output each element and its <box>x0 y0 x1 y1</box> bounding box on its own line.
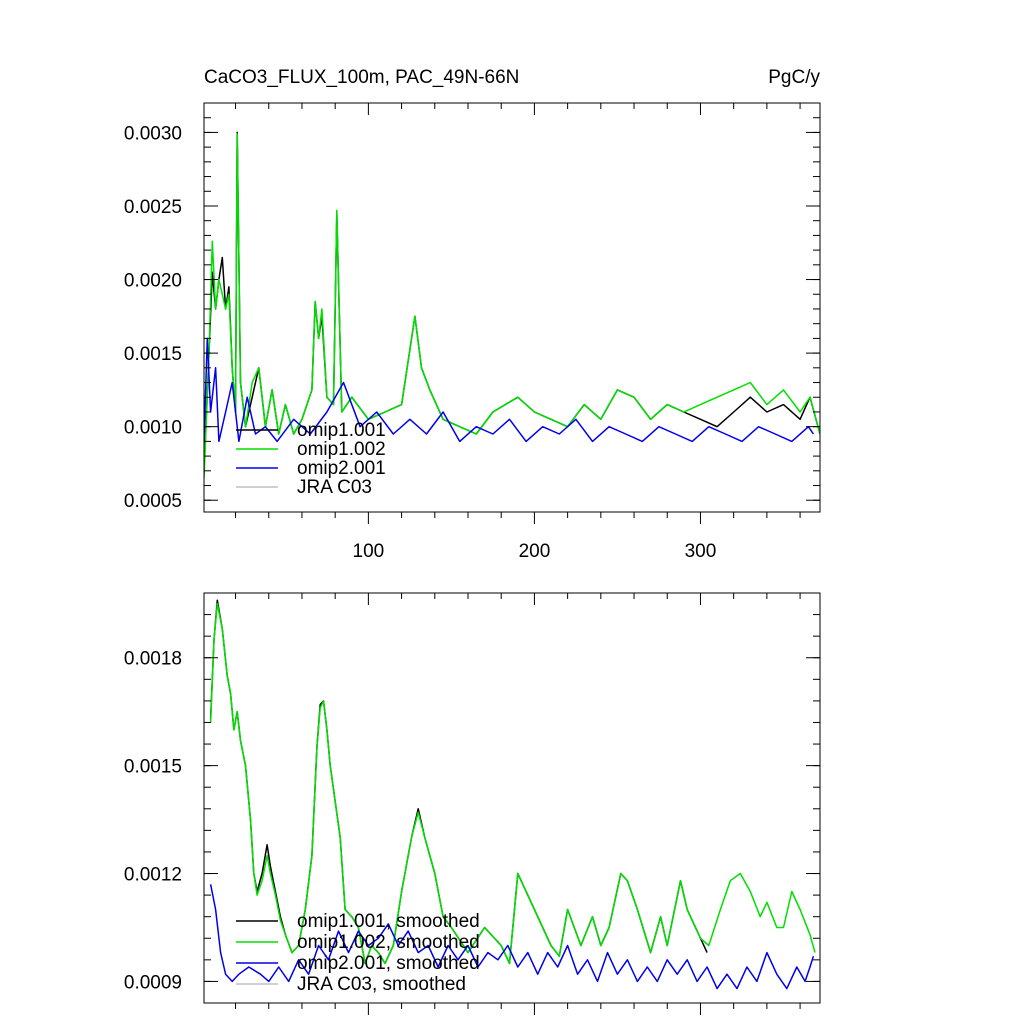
legend-label: omip1.001, smoothed <box>297 911 480 932</box>
legend-label: omip2.001, smoothed <box>297 953 480 974</box>
series-line-1 <box>209 603 816 965</box>
y-tick-label: 0.0005 <box>124 491 182 512</box>
y-tick-label: 0.0025 <box>124 197 182 218</box>
y-tick-label: 0.0015 <box>124 757 182 778</box>
y-tick-label: 0.0010 <box>124 418 182 439</box>
y-tick-label: 0.0009 <box>124 972 182 993</box>
units-label: PgC/y <box>768 67 820 88</box>
legend-label: omip1.002, smoothed <box>297 932 480 953</box>
series-line-2 <box>209 884 815 990</box>
plot-frame <box>203 102 821 513</box>
legend-label: omip2.001 <box>297 458 386 479</box>
legend-label: omip1.001 <box>297 420 386 441</box>
series-line-2 <box>204 337 815 443</box>
series-line-0 <box>209 599 708 965</box>
bottom-panel: 0.0009 0.0012 0.0015 0.0018 omip1.001, smoot… <box>124 592 821 1015</box>
legend-label: omip1.002 <box>297 439 386 460</box>
y-tick-label: 0.0018 <box>124 649 182 670</box>
y-tick-label: 0.0012 <box>124 865 182 886</box>
plot-frame <box>203 592 821 1004</box>
x-tick-label: 100 <box>353 541 385 562</box>
series-line-1 <box>204 133 820 479</box>
panel-title: CaCO3_FLUX_100m, PAC_49N-66N <box>204 67 519 88</box>
x-tick-label: 300 <box>685 541 717 562</box>
legend-label: JRA C03 <box>297 477 372 498</box>
x-tick-label: 200 <box>519 541 551 562</box>
y-tick-label: 0.0015 <box>124 344 182 365</box>
legend-label: JRA C03, smoothed <box>297 974 466 995</box>
top-panel: 0.0005 0.0010 0.0015 0.0020 0.0025 0.0030 100 2… <box>124 102 821 562</box>
y-tick-label: 0.0030 <box>124 123 182 144</box>
y-tick-label: 0.0020 <box>124 271 182 292</box>
